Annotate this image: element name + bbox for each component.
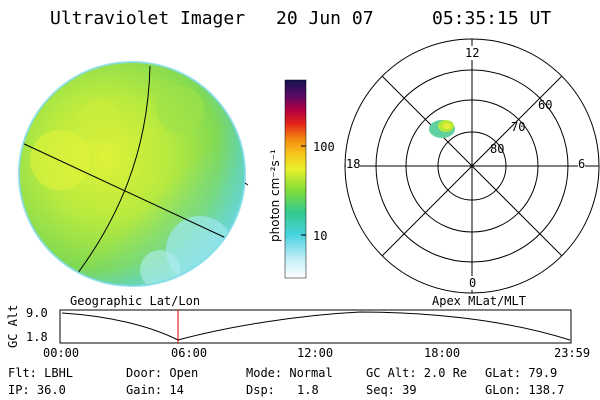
mlat-label-80: 80 — [490, 142, 505, 156]
aurora-spot — [429, 120, 455, 138]
longitude-line — [67, 65, 151, 286]
time-label: 05:35:15 UT — [432, 8, 552, 29]
instrument-title: Ultraviolet Imager — [50, 8, 246, 29]
gain-value: Gain: 14 — [126, 383, 184, 397]
date-label: 20 Jun 07 — [276, 8, 374, 29]
glat-value: GLat: 79.9 — [485, 366, 558, 380]
dsp-value: 1.8 — [297, 383, 319, 397]
time-tick-1: 06:00 — [171, 346, 208, 360]
altitude-curve — [61, 311, 571, 341]
altitude-axis-label: GC Alt — [6, 304, 20, 348]
gc-alt-value: GC Alt: 2.0 Re — [366, 366, 468, 380]
colorbar-tick-10: 10 — [313, 229, 328, 243]
time-tick-2: 12:00 — [297, 346, 334, 360]
dsp-label: Dsp: — [246, 383, 275, 397]
glon-value: GLon: 138.7 — [485, 383, 565, 397]
filter-value: Flt: LBHL — [8, 366, 74, 380]
mlt-label-18: 18 — [346, 157, 361, 171]
ip-value: IP: 36.0 — [8, 383, 66, 397]
apex-title: Apex MLat/MLT — [432, 294, 526, 308]
mlt-label-12: 12 — [465, 46, 480, 60]
time-tick-3: 18:00 — [424, 346, 461, 360]
latitude-line — [19, 141, 227, 239]
colorbar-tick-100: 100 — [313, 140, 335, 154]
time-tick-0: 00:00 — [43, 346, 80, 360]
geographic-title: Geographic Lat/Lon — [70, 294, 201, 308]
time-tick-4: 23:59 — [554, 346, 591, 360]
mlat-label-70: 70 — [511, 120, 526, 134]
door-value: Door: Open — [126, 366, 199, 380]
mlt-label-0: 0 — [469, 276, 477, 290]
mlt-label-6: 6 — [578, 157, 586, 171]
altitude-tick-low: 1.8 — [26, 330, 48, 344]
seq-value: Seq: 39 — [366, 383, 417, 397]
altitude-tick-high: 9.0 — [26, 306, 48, 320]
mlat-label-60: 60 — [538, 98, 553, 112]
mode-value: Mode: Normal — [246, 366, 333, 380]
